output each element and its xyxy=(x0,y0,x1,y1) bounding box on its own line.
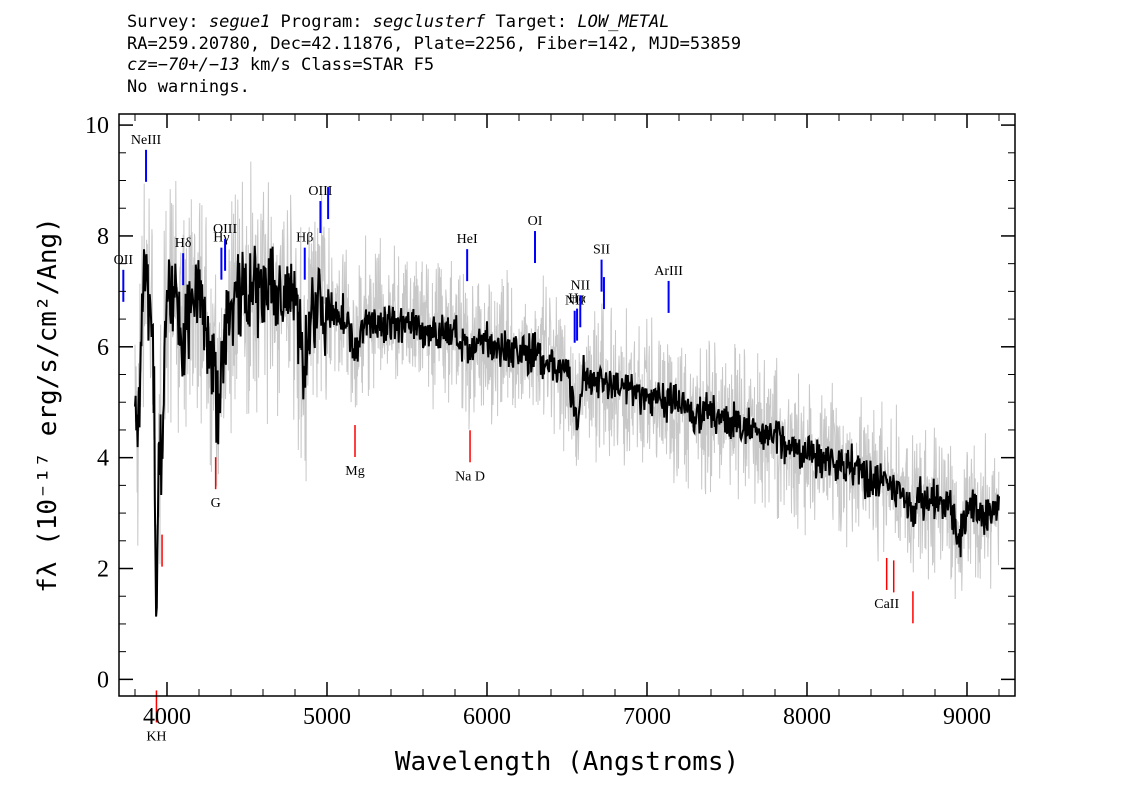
cz-label: cz xyxy=(127,55,148,75)
emission-line-label: OIII xyxy=(308,184,332,199)
warnings-line: No warnings. xyxy=(127,76,250,97)
class-text: km/s Class=STAR F5 xyxy=(239,55,435,75)
y-axis-title: fλ (10⁻¹⁷ erg/s/cm²/Ang) xyxy=(33,217,63,593)
axis-ticks: 4000 5000 6000 7000 8000 9000 0 2 4 6 8 10 xyxy=(85,113,1015,730)
y-tick-label: 10 xyxy=(85,113,109,139)
cz-value: =−70+/−13 xyxy=(147,55,240,75)
emission-line-label: OI xyxy=(528,214,543,229)
emission-line-label: ArIII xyxy=(654,264,683,279)
emission-line-label: Hα xyxy=(568,292,586,307)
emission-line-label: Hβ xyxy=(296,231,313,246)
emission-line-label: NII xyxy=(571,278,591,293)
error-spectrum-line xyxy=(134,161,1000,600)
redshift-line: cz=−70+/−13 km/s Class=STAR F5 xyxy=(127,55,741,77)
x-tick-label: 5000 xyxy=(303,704,351,730)
survey-label: Survey: xyxy=(127,12,209,32)
emission-line-label: OII xyxy=(114,253,134,268)
y-tick-label: 8 xyxy=(97,224,109,250)
coordinates-line: RA=259.20780, Dec=42.11876, Plate=2256, … xyxy=(127,33,742,54)
absorption-line-label: KH xyxy=(146,729,166,744)
absorption-line-label: Mg xyxy=(345,464,364,479)
absorption-line-label: G xyxy=(211,496,221,511)
y-tick-label: 4 xyxy=(97,446,109,472)
emission-line-label: NeIII xyxy=(131,133,162,148)
x-tick-label: 7000 xyxy=(623,704,671,730)
program-value: segclusterf xyxy=(372,12,486,32)
survey-value: segue1 xyxy=(208,12,271,32)
program-label: Program: xyxy=(270,12,373,32)
emission-line-label: OIII xyxy=(213,222,237,237)
x-tick-label: 6000 xyxy=(463,704,511,730)
y-tick-label: 2 xyxy=(97,557,109,583)
absorption-line-label: CaII xyxy=(874,597,899,612)
flux-spectrum-line xyxy=(134,245,1000,617)
x-tick-label: 4000 xyxy=(143,704,191,730)
spectrum-header: Survey: segue1 Program: segclusterf Targ… xyxy=(127,12,741,98)
y-tick-label: 0 xyxy=(97,667,109,693)
emission-line-label: SII xyxy=(593,243,610,258)
emission-line-label: Hδ xyxy=(175,236,192,251)
target-label: Target: xyxy=(485,12,578,32)
plot-frame xyxy=(118,113,1016,697)
x-tick-label: 9000 xyxy=(943,704,991,730)
target-value: LOW_METAL xyxy=(577,12,670,32)
survey-line: Survey: segue1 Program: segclusterf Targ… xyxy=(127,12,741,34)
error-band xyxy=(134,161,1000,600)
x-axis-title: Wavelength (Angstroms) xyxy=(395,747,739,777)
x-tick-label: 8000 xyxy=(783,704,831,730)
y-tick-label: 6 xyxy=(97,335,109,361)
absorption-line-label: Na D xyxy=(455,469,485,484)
emission-line-label: HeI xyxy=(457,232,478,247)
flux-series xyxy=(134,245,1000,617)
